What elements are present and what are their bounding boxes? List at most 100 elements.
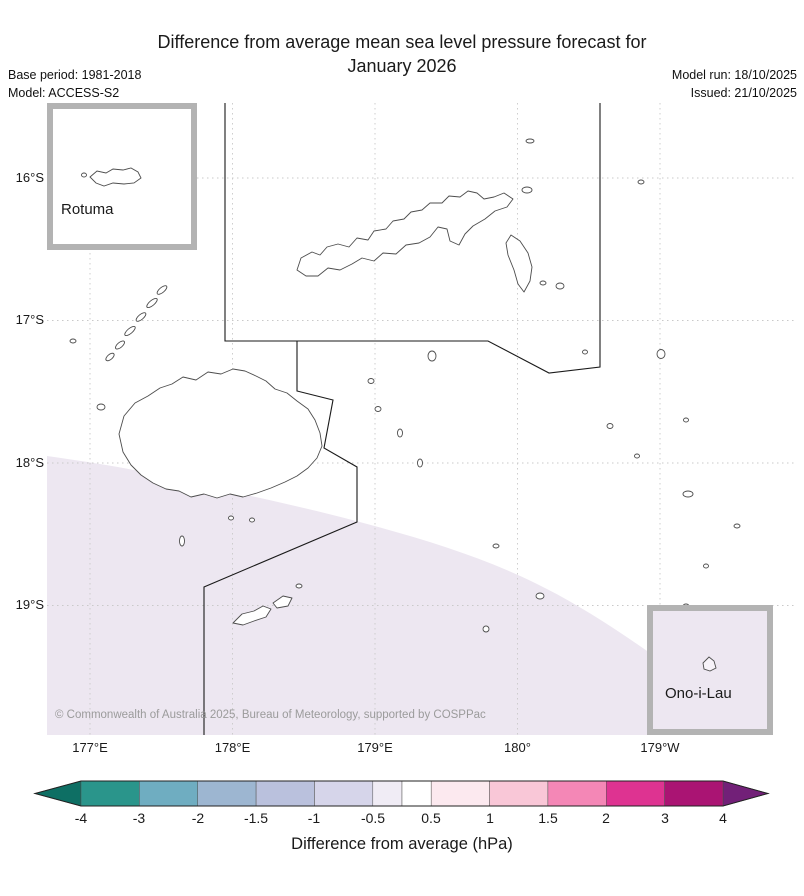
page-title-line1: Difference from average mean sea level p… [157,32,647,52]
colorbar: -4 -3 -2 -1.5 -1 -0.5 0.5 1 1.5 2 3 4 Di… [33,780,770,853]
colorbar-cell [489,780,549,807]
small-island [525,138,535,144]
colorbar-cell [80,780,140,807]
small-island [295,583,303,589]
small-island [683,417,689,423]
eez-boundary-north [224,103,601,374]
negative-anomaly-region [47,456,757,735]
colorbar-tick-label: -0.5 [361,810,385,826]
small-island [115,340,125,350]
island-ono-i-lau [702,656,717,672]
small-island [539,280,547,286]
island-viti-levu [118,368,323,499]
lon-tick-label: 177°E [72,740,108,755]
small-island [682,490,694,498]
small-island [124,325,136,337]
island-rotuma [89,167,142,187]
eez-boundaries [203,103,601,735]
lat-tick-label: 17°S [16,312,45,327]
small-island [105,352,115,362]
colorbar-cell [664,780,724,807]
small-island [703,563,709,569]
lat-tick-label: 16°S [16,170,45,185]
small-island [96,403,106,411]
inset-rotuma-frame [47,103,197,250]
small-island [367,378,375,384]
colorbar-tick-label: -3 [133,810,146,826]
small-island [606,423,614,429]
small-island [228,515,234,521]
island-vanua-levu [296,190,514,277]
small-island [417,458,423,468]
colorbar-tick-label: -1 [308,810,321,826]
small-island [146,297,158,309]
small-island [135,312,147,322]
small-island [397,428,403,438]
colorbar-cell [255,780,315,807]
small-island [582,349,588,355]
colorbar-title: Difference from average (hPa) [291,835,513,853]
colorbar-tick-label: 4 [719,810,727,826]
colorbar-ticks: -4 -3 -2 -1.5 -1 -0.5 0.5 1 1.5 2 3 4 [75,810,727,826]
small-island [482,625,490,633]
small-island [249,517,255,523]
issued-text: Issued: 21/10/2025 [690,86,797,100]
colorbar-cell [401,780,432,807]
lat-tick-label: 18°S [16,455,45,470]
inset-rotuma: Rotuma [47,103,197,250]
small-island [179,535,185,547]
small-island [427,350,437,362]
islands [69,138,741,633]
small-island [634,453,640,459]
colorbar-cell [372,780,403,807]
small-island [555,282,565,290]
small-island [656,349,666,359]
colorbar-tick-label: 2 [602,810,610,826]
islet-rotuma [81,172,87,178]
small-island [374,406,382,412]
island-kadavu-east [272,595,293,609]
island-taveuni [505,234,533,293]
colorbar-cell [139,780,198,807]
colorbar-cell [430,780,490,807]
inset-ono-i-lau-label: Ono-i-Lau [665,685,732,702]
inset-ono-i-lau: Ono-i-Lau [647,605,773,735]
colorbar-tick-label: 1 [486,810,494,826]
small-island [535,592,545,600]
lon-tick-label: 178°E [215,740,251,755]
colorbar-tick-label: -1.5 [244,810,268,826]
lon-tick-label: 180° [504,740,531,755]
page-title-line2: January 2026 [347,56,457,76]
colorbar-cell [197,780,257,807]
lat-tick-label: 19°S [16,597,45,612]
copyright-text: © Commonwealth of Australia 2025, Bureau… [55,709,486,721]
meta-right: Model run: 18/10/2025 Issued: 21/10/2025 [672,66,797,102]
small-island [733,523,741,529]
colorbar-arrow-right [722,780,770,807]
eez-boundary-south [203,341,358,735]
colorbar-cell [606,780,665,807]
small-island [156,285,168,295]
model-run-text: Model run: 18/10/2025 [671,68,797,82]
colorbar-cell [314,780,374,807]
colorbar-outline [33,780,770,807]
colorbar-cells [80,780,724,807]
small-island [521,186,533,194]
inset-rotuma-label: Rotuma [61,201,114,218]
lon-tick-label: 179°W [640,740,680,755]
colorbar-arrow-left [33,780,82,807]
small-island [69,338,77,344]
colorbar-tick-label: 0.5 [421,810,441,826]
colorbar-tick-label: -4 [75,810,88,826]
colorbar-tick-label: -2 [192,810,205,826]
colorbar-cell [547,780,607,807]
base-period-text: Base period: 1981-2018 [8,68,142,82]
meta-left: Base period: 1981-2018 Model: ACCESS-S2 [8,66,141,102]
island-kadavu [232,605,272,626]
model-text: Model: ACCESS-S2 [8,86,120,100]
small-island [637,179,645,185]
colorbar-tick-label: 3 [661,810,669,826]
page-title: Difference from average mean sea level p… [0,30,804,78]
